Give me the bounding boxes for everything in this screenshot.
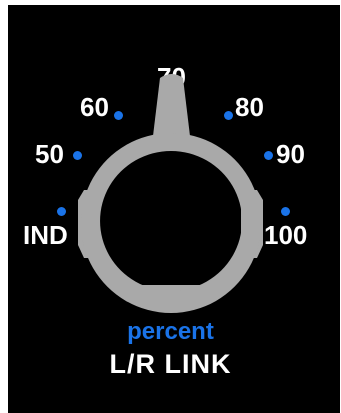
scale-dot-90	[264, 151, 273, 160]
control-name: L/R LINK	[109, 349, 232, 379]
knob-pointer-icon	[153, 74, 190, 136]
scale-label-90: 90	[276, 139, 305, 169]
scale-dot-100	[281, 207, 290, 216]
scale-label-ind: IND	[23, 220, 68, 250]
scale-dot-80	[224, 111, 233, 120]
unit-label: percent	[127, 318, 214, 345]
scale-label-50: 50	[35, 139, 64, 169]
scale-dot-ind	[57, 207, 66, 216]
scale-label-100: 100	[264, 220, 308, 250]
scale-dot-50	[73, 151, 82, 160]
scale-label-80: 80	[235, 92, 264, 122]
scale-dot-60	[114, 111, 123, 120]
knob-body[interactable]	[78, 74, 263, 313]
scale-label-60: 60	[80, 92, 109, 122]
